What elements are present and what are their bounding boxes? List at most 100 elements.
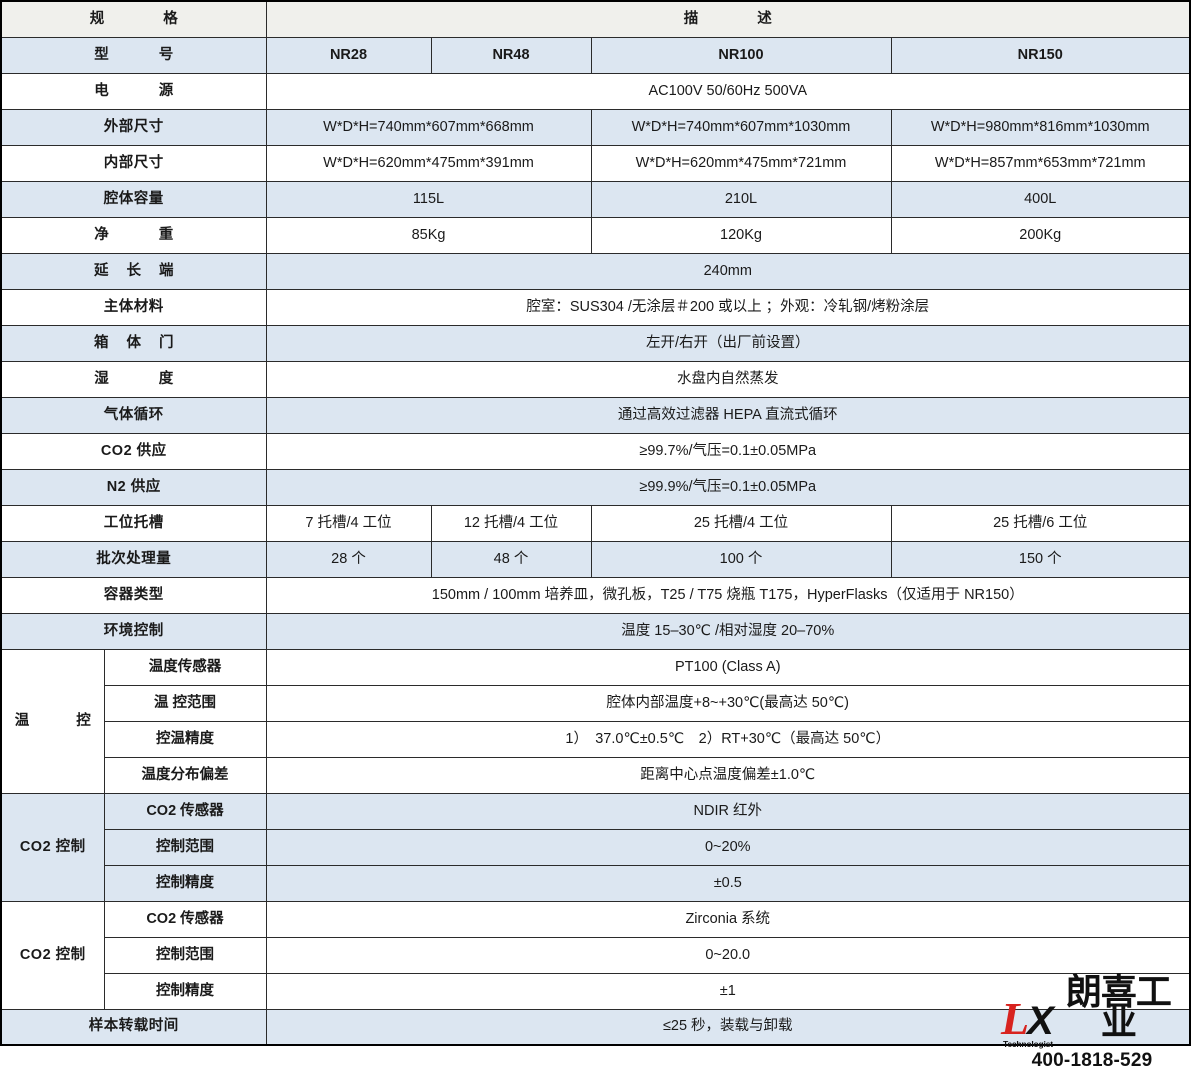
group-label-temperature-control: 温 控 — [0, 648, 105, 794]
row-label: N2 供应 — [0, 468, 267, 506]
model-nr100: NR100 — [590, 36, 892, 74]
row-label: 样本转载时间 — [0, 1008, 267, 1046]
row-value: 200Kg — [890, 216, 1191, 254]
logo-company-name: 朗喜工业 — [1065, 970, 1172, 1043]
row-value: 48 个 — [430, 540, 592, 578]
row-value: 400L — [890, 180, 1191, 218]
row-value: 25 托槽/6 工位 — [890, 504, 1191, 542]
row-label: 腔体容量 — [0, 180, 267, 218]
table-row: 工位托槽 7 托槽/4 工位 12 托槽/4 工位 25 托槽/4 工位 25 … — [0, 504, 1191, 542]
row-value: 7 托槽/4 工位 — [265, 504, 432, 542]
row-value: 240mm — [265, 252, 1191, 290]
header-spec-label: 规 格 — [0, 0, 267, 38]
table-row: 内部尺寸 W*D*H=620mm*475mm*391mm W*D*H=620mm… — [0, 144, 1191, 182]
row-value: 0~20% — [265, 828, 1191, 866]
table-row: 外部尺寸 W*D*H=740mm*607mm*668mm W*D*H=740mm… — [0, 108, 1191, 146]
group-label-co2-control-ndir: CO2 控制 — [0, 792, 105, 902]
row-value: W*D*H=740mm*607mm*668mm — [265, 108, 592, 146]
row-label-model: 型 号 — [0, 36, 267, 74]
row-label: 工位托槽 — [0, 504, 267, 542]
row-value: AC100V 50/60Hz 500VA — [265, 72, 1191, 110]
row-label: 箱 体 门 — [0, 324, 267, 362]
sub-label: 温 控范围 — [103, 684, 267, 722]
table-row: 样本转载时间 ≤25 秒，装载与卸载 — [0, 1008, 1191, 1046]
row-label: 净 重 — [0, 216, 267, 254]
logo-phone-number: 400-1818-529 — [1031, 1050, 1153, 1071]
row-value: 12 托槽/4 工位 — [430, 504, 592, 542]
row-value: 通过高效过滤器 HEPA 直流式循环 — [265, 396, 1191, 434]
co2-control-row: 控制精度 ±1 — [1, 972, 1191, 1010]
row-value: 温度 15–30℃ /相对湿度 20–70% — [265, 612, 1191, 650]
specification-table: 规 格 描 述 型 号 NR28 NR48 NR100 NR150 电 源 AC… — [0, 0, 1191, 1046]
row-value: 150mm / 100mm 培养皿，微孔板，T25 / T75 烧瓶 T175，… — [265, 576, 1191, 614]
row-label: 外部尺寸 — [0, 108, 267, 146]
row-value: 28 个 — [265, 540, 432, 578]
row-value: 腔体内部温度+8~+30℃(最高达 50℃) — [265, 684, 1191, 722]
row-label: 容器类型 — [0, 576, 267, 614]
co2-control-row: CO2 控制 CO2 传感器 NDIR 红外 — [0, 792, 1191, 902]
row-value: ±1 — [265, 972, 1191, 1010]
row-label: 气体循环 — [0, 396, 267, 434]
row-label: 批次处理量 — [0, 540, 267, 578]
row-value: 25 托槽/4 工位 — [590, 504, 892, 542]
co2-control-row: 控制范围 0~20% — [1, 828, 1191, 866]
co2-control-row: 控制范围 0~20.0 — [1, 936, 1191, 974]
group-label-co2-control-zirconia: CO2 控制 — [0, 900, 105, 1010]
sub-label: 控制范围 — [103, 828, 267, 866]
sub-label: 控制范围 — [103, 936, 267, 974]
co2-control-row: 控制精度 ±0.5 — [1, 864, 1191, 902]
sub-label: 控制精度 — [103, 864, 267, 902]
sub-label: 温度传感器 — [103, 648, 267, 686]
sub-label: CO2 传感器 — [103, 792, 267, 830]
row-value: W*D*H=857mm*653mm*721mm — [890, 144, 1191, 182]
table-row: 气体循环 通过高效过滤器 HEPA 直流式循环 — [0, 396, 1191, 434]
table-row: N2 供应 ≥99.9%/气压=0.1±0.05MPa — [0, 468, 1191, 506]
row-value: ≤25 秒，装载与卸载 — [265, 1008, 1191, 1046]
header-desc-label: 描 述 — [265, 0, 1191, 38]
table-row: 批次处理量 28 个 48 个 100 个 150 个 — [0, 540, 1191, 578]
row-value: 水盘内自然蒸发 — [265, 360, 1191, 398]
row-value: W*D*H=740mm*607mm*1030mm — [590, 108, 892, 146]
model-row: 型 号 NR28 NR48 NR100 NR150 — [0, 36, 1191, 74]
company-logo: L X 朗喜工业 Technologist 400-1818-529 — [1001, 970, 1183, 1072]
temp-control-row: 控温精度 1） 37.0℃±0.5℃ 2）RT+30℃（最高达 50℃） — [1, 720, 1191, 758]
row-value: W*D*H=620mm*475mm*391mm — [265, 144, 592, 182]
row-value: 85Kg — [265, 216, 592, 254]
row-value: W*D*H=620mm*475mm*721mm — [590, 144, 892, 182]
logo-tagline: Technologist — [1003, 1039, 1053, 1049]
row-value: 120Kg — [590, 216, 892, 254]
row-value: 距离中心点温度偏差±1.0℃ — [265, 756, 1191, 794]
row-label: 内部尺寸 — [0, 144, 267, 182]
sub-label: 温度分布偏差 — [103, 756, 267, 794]
row-label: 电 源 — [0, 72, 267, 110]
model-nr48: NR48 — [430, 36, 592, 74]
temp-control-row: 温 控范围 腔体内部温度+8~+30℃(最高达 50℃) — [1, 684, 1191, 722]
table-row: CO2 供应 ≥99.7%/气压=0.1±0.05MPa — [0, 432, 1191, 470]
row-value: 1） 37.0℃±0.5℃ 2）RT+30℃（最高达 50℃） — [265, 720, 1191, 758]
row-value: W*D*H=980mm*816mm*1030mm — [890, 108, 1191, 146]
row-label: 环境控制 — [0, 612, 267, 650]
row-value: 左开/右开（出厂前设置） — [265, 324, 1191, 362]
co2-control-row: CO2 控制 CO2 传感器 Zirconia 系统 — [0, 900, 1191, 1010]
row-value: NDIR 红外 — [265, 792, 1191, 830]
table-row: 延 长 端 240mm — [0, 252, 1191, 290]
temp-control-row: 温度分布偏差 距离中心点温度偏差±1.0℃ — [1, 756, 1191, 794]
table-row: 湿 度 水盘内自然蒸发 — [0, 360, 1191, 398]
row-value: 150 个 — [890, 540, 1191, 578]
row-value: ±0.5 — [265, 864, 1191, 902]
table-row: 电 源 AC100V 50/60Hz 500VA — [0, 72, 1191, 110]
row-value: 210L — [590, 180, 892, 218]
sub-label: CO2 传感器 — [103, 900, 267, 938]
table-row: 箱 体 门 左开/右开（出厂前设置） — [0, 324, 1191, 362]
row-value: 0~20.0 — [265, 936, 1191, 974]
row-label: 延 长 端 — [0, 252, 267, 290]
table-row: 主体材料 腔室：SUS304 /无涂层＃200 或以上 ；外观：冷轧钢/烤粉涂层 — [0, 288, 1191, 326]
logo-letter-l-icon: L — [1001, 992, 1030, 1044]
row-value: 100 个 — [590, 540, 892, 578]
temp-control-row: 温 控 温度传感器 PT100 (Class A) — [0, 648, 1191, 794]
sub-label: 控温精度 — [103, 720, 267, 758]
table-row: 环境控制 温度 15–30℃ /相对湿度 20–70% — [0, 612, 1191, 650]
row-value: ≥99.7%/气压=0.1±0.05MPa — [265, 432, 1191, 470]
logo-letter-x-icon: X — [1027, 999, 1054, 1043]
